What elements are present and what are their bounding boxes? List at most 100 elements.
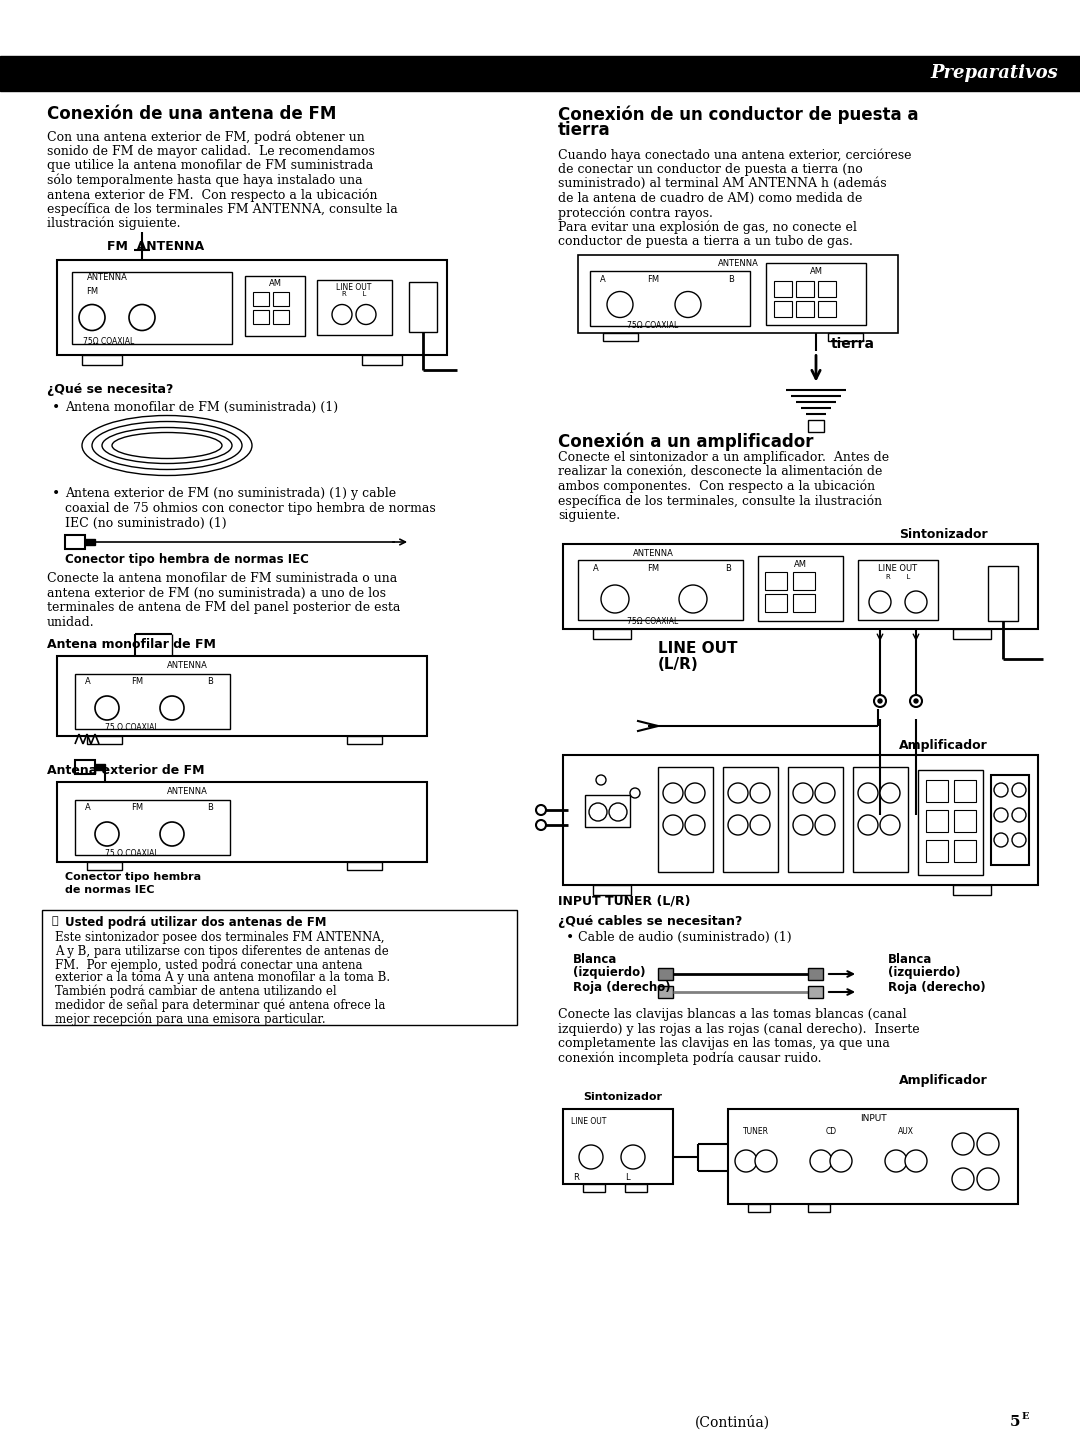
Circle shape	[914, 699, 918, 704]
Circle shape	[160, 696, 184, 720]
Text: 75Ω COAXIAL: 75Ω COAXIAL	[83, 337, 135, 345]
Bar	[42, 909, 517, 1025]
Text: ilustración siguiente.: ilustración siguiente.	[48, 217, 180, 230]
Circle shape	[607, 292, 633, 318]
Bar	[954, 780, 976, 802]
Circle shape	[728, 783, 748, 803]
Circle shape	[755, 1150, 777, 1171]
Circle shape	[858, 814, 878, 835]
Circle shape	[994, 783, 1008, 797]
Bar	[774, 281, 792, 296]
Bar	[603, 332, 638, 341]
Text: ANTENNA: ANTENNA	[86, 273, 127, 282]
Text: INPUT TUNER (L/R): INPUT TUNER (L/R)	[558, 895, 690, 908]
Text: AM: AM	[810, 266, 823, 275]
Text: R: R	[573, 1173, 579, 1181]
Circle shape	[810, 1150, 832, 1171]
Text: 75Ω COAXIAL: 75Ω COAXIAL	[627, 321, 678, 331]
Text: Blanca: Blanca	[573, 953, 618, 966]
Text: antena exterior de FM (no suministrada) a uno de los: antena exterior de FM (no suministrada) …	[48, 587, 386, 600]
Circle shape	[750, 814, 770, 835]
Text: sólo temporalmente hasta que haya instalado una: sólo temporalmente hasta que haya instal…	[48, 174, 363, 187]
Text: También podrá cambiar de antena utilizando el: También podrá cambiar de antena utilizan…	[55, 986, 337, 999]
Text: ANTENNA: ANTENNA	[633, 550, 674, 558]
Text: LINE OUT: LINE OUT	[658, 640, 738, 656]
Circle shape	[600, 586, 629, 613]
Text: suministrado) al terminal AM ANTENNA h (además: suministrado) al terminal AM ANTENNA h (…	[558, 177, 887, 190]
Text: Con una antena exterior de FM, podrá obtener un: Con una antena exterior de FM, podrá obt…	[48, 130, 365, 144]
Text: ★: ★	[52, 917, 58, 927]
Circle shape	[663, 783, 683, 803]
Text: Conecte las clavijas blancas a las tomas blancas (canal: Conecte las clavijas blancas a las tomas…	[558, 1007, 906, 1022]
Circle shape	[1012, 783, 1026, 797]
Circle shape	[994, 833, 1008, 848]
Circle shape	[536, 820, 546, 830]
Text: Roja (derecho): Roja (derecho)	[573, 981, 671, 994]
Bar	[87, 735, 122, 744]
Circle shape	[679, 586, 707, 613]
Text: 5: 5	[1010, 1415, 1021, 1429]
Circle shape	[685, 814, 705, 835]
Bar	[758, 555, 843, 622]
Bar	[926, 810, 948, 832]
Text: Antena monofilar de FM (suministrada) (1): Antena monofilar de FM (suministrada) (1…	[65, 400, 338, 413]
Text: terminales de antena de FM del panel posterior de esta: terminales de antena de FM del panel pos…	[48, 602, 401, 614]
Circle shape	[95, 822, 119, 846]
Text: Este sintonizador posee dos terminales FM ANTENNA,: Este sintonizador posee dos terminales F…	[55, 931, 384, 944]
Bar	[991, 776, 1029, 865]
Bar	[808, 986, 823, 999]
Text: Para evitar una explosión de gas, no conecte el: Para evitar una explosión de gas, no con…	[558, 220, 856, 235]
Text: Conecte el sintonizador a un amplificador.  Antes de: Conecte el sintonizador a un amplificado…	[558, 450, 889, 463]
Bar	[563, 755, 1038, 885]
Text: A: A	[600, 275, 606, 283]
Bar	[728, 1109, 1018, 1204]
Circle shape	[596, 776, 606, 786]
Text: tierra: tierra	[831, 338, 875, 351]
Circle shape	[815, 783, 835, 803]
Text: conexión incompleta podría causar ruido.: conexión incompleta podría causar ruido.	[558, 1052, 822, 1065]
Circle shape	[663, 814, 683, 835]
Text: específica de los terminales, consulte la ilustración: específica de los terminales, consulte l…	[558, 494, 882, 508]
Text: B: B	[207, 676, 213, 686]
Text: FM: FM	[647, 564, 659, 573]
Bar	[0, 56, 1080, 91]
Text: Cuando haya conectado una antena exterior, cerciórese: Cuando haya conectado una antena exterio…	[558, 148, 912, 161]
Text: medidor de señal para determinar qué antena ofrece la: medidor de señal para determinar qué ant…	[55, 999, 386, 1012]
Bar	[625, 1184, 647, 1191]
Bar	[796, 301, 814, 317]
Text: unidad.: unidad.	[48, 616, 95, 629]
Bar	[75, 673, 230, 730]
Bar	[583, 1184, 605, 1191]
Bar	[273, 309, 289, 324]
Text: conductor de puesta a tierra a un tubo de gas.: conductor de puesta a tierra a un tubo d…	[558, 235, 853, 248]
Text: Conexión de un conductor de puesta a: Conexión de un conductor de puesta a	[558, 105, 918, 124]
Text: AM: AM	[269, 279, 282, 288]
Text: TUNER: TUNER	[743, 1127, 769, 1135]
Text: Conexión de una antena de FM: Conexión de una antena de FM	[48, 105, 336, 122]
Text: Blanca: Blanca	[888, 953, 932, 966]
Text: izquierdo) y las rojas a las rojas (canal derecho).  Inserte: izquierdo) y las rojas a las rojas (cana…	[558, 1023, 920, 1036]
Text: ¿Qué cables se necesitan?: ¿Qué cables se necesitan?	[558, 915, 742, 928]
Text: Amplificador: Amplificador	[900, 740, 988, 753]
Circle shape	[735, 1150, 757, 1171]
Circle shape	[880, 814, 900, 835]
Text: mejor recepción para una emisora particular.: mejor recepción para una emisora particu…	[55, 1012, 326, 1026]
Bar	[954, 840, 976, 862]
Text: Conexión a un amplificador: Conexión a un amplificador	[558, 433, 813, 450]
Circle shape	[858, 783, 878, 803]
Bar	[75, 760, 95, 774]
Text: 75Ω COAXIAL: 75Ω COAXIAL	[627, 617, 678, 626]
Bar	[793, 594, 815, 612]
Bar	[585, 794, 630, 827]
Text: LINE OUT: LINE OUT	[878, 564, 918, 573]
Circle shape	[994, 809, 1008, 822]
Bar	[95, 764, 105, 770]
Text: completamente las clavijas en las tomas, ya que una: completamente las clavijas en las tomas,…	[558, 1038, 890, 1050]
Circle shape	[356, 305, 376, 325]
Text: AM: AM	[794, 560, 807, 568]
Circle shape	[905, 591, 927, 613]
Circle shape	[874, 695, 886, 707]
Bar	[72, 272, 232, 344]
Text: Amplificador: Amplificador	[900, 1073, 988, 1086]
Text: Usted podrá utilizar dos antenas de FM: Usted podrá utilizar dos antenas de FM	[65, 917, 326, 930]
